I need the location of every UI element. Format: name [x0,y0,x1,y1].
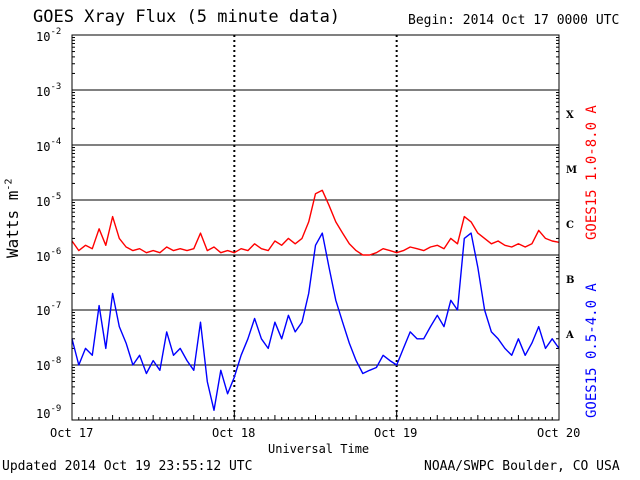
y-tick-label: 10-5 [36,192,62,209]
x-tick-label: Oct 19 [374,426,418,440]
x-tick-label: Oct 17 [50,426,94,440]
credit-text: NOAA/SWPC Boulder, CO USA [424,459,620,474]
x-tick-label: Oct 18 [212,426,256,440]
y-tick-label: 10-3 [36,82,62,99]
flare-class-label: X [566,110,574,121]
flare-class-label: B [566,275,575,286]
series-layer [71,189,560,411]
grid [71,34,560,421]
y-tick-label: 10-7 [36,301,62,318]
flare-class-label: C [566,220,574,231]
flare-class-label: A [566,330,574,341]
y-tick-label: 10-8 [36,356,62,373]
y-tick-label: 10-2 [36,27,62,44]
flare-class-label: M [566,165,578,176]
x-axis-label: Universal Time [268,442,370,456]
plot-frame [71,34,560,421]
begin-time: Begin: 2014 Oct 17 0000 UTC [408,13,620,28]
y-tick-label: 10-4 [36,137,62,154]
x-tick-label: Oct 20 [537,426,581,440]
y-tick-label: 10-9 [36,404,62,421]
y-tick-label: 10-6 [36,247,62,264]
series-line-long [71,189,560,256]
updated-timestamp: Updated 2014 Oct 19 23:55:12 UTC [2,459,253,474]
series-line-short [71,232,560,411]
chart-title: GOES Xray Flux (5 minute data) [33,7,341,27]
